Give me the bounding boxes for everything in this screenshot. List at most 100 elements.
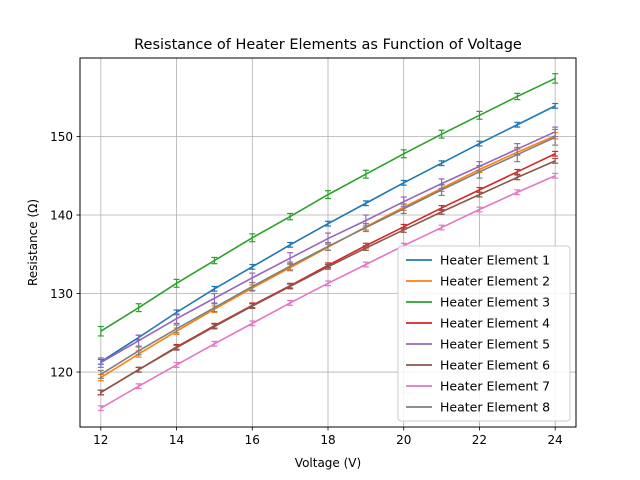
error-bar: [135, 303, 142, 313]
x-tick-label: 24: [548, 433, 563, 447]
error-bar: [438, 208, 445, 215]
error-bar: [173, 362, 180, 368]
error-bar: [514, 121, 521, 128]
x-tick-label: 16: [245, 433, 260, 447]
error-bar: [552, 128, 559, 146]
legend-label: Heater Element 8: [440, 400, 550, 415]
error-bar: [514, 92, 521, 101]
legend-label: Heater Element 3: [440, 295, 550, 310]
legend-label: Heater Element 2: [440, 274, 550, 289]
error-bar: [514, 174, 521, 181]
error-bar: [287, 241, 294, 248]
error-bar: [173, 344, 180, 351]
error-bar: [325, 241, 331, 251]
error-bar: [97, 325, 104, 337]
y-tick-label: 150: [50, 130, 73, 144]
error-bar: [552, 157, 559, 164]
legend-label: Heater Element 7: [440, 379, 550, 394]
error-bar: [173, 313, 180, 324]
error-bar: [476, 206, 483, 213]
error-bar: [97, 357, 104, 368]
series-layer: [97, 73, 559, 412]
legend: Heater Element 1 Heater Element 2 Heater E…: [397, 245, 571, 422]
error-bar: [438, 129, 445, 139]
error-bar: [211, 256, 218, 265]
error-bar: [211, 303, 218, 313]
error-bar: [552, 150, 559, 157]
error-bar: [362, 169, 369, 179]
error-bar: [400, 149, 407, 159]
error-bar: [173, 278, 180, 288]
error-bar: [325, 263, 331, 270]
error-bar: [249, 303, 256, 310]
error-bar: [249, 263, 256, 270]
error-bar: [249, 272, 256, 284]
error-bar: [362, 223, 369, 233]
error-bar: [249, 281, 256, 291]
error-bar: [438, 160, 445, 167]
error-bar: [514, 168, 521, 175]
y-tick-label: 130: [50, 287, 73, 301]
error-bar: [362, 200, 369, 207]
error-bar: [552, 102, 559, 109]
error-bar: [287, 261, 294, 271]
series-group: [97, 128, 559, 379]
x-axis-label: Voltage (V): [295, 456, 361, 470]
legend-label: Heater Element 6: [440, 358, 550, 373]
error-bar: [287, 283, 294, 290]
error-bar: [97, 405, 104, 412]
error-bar: [476, 191, 483, 198]
error-bar: [325, 220, 331, 227]
error-bar: [362, 245, 369, 251]
error-bar: [552, 172, 559, 179]
error-bar: [135, 346, 142, 356]
error-bar: [249, 320, 256, 327]
x-tick-label: 18: [320, 433, 335, 447]
error-bar: [287, 212, 294, 221]
error-bar: [514, 146, 521, 163]
error-bar: [249, 233, 256, 243]
error-bar: [325, 190, 331, 200]
error-bar: [135, 366, 142, 373]
error-bar: [97, 369, 104, 379]
error-bar: [211, 323, 218, 330]
error-bar: [211, 340, 218, 347]
legend-label: Heater Element 4: [440, 316, 550, 331]
legend-label: Heater Element 5: [440, 337, 550, 352]
error-bar: [438, 183, 445, 196]
chart-title: Resistance of Heater Elements as Functio…: [134, 37, 522, 53]
error-bar: [287, 299, 294, 306]
series-group: [97, 73, 559, 337]
error-bar: [476, 140, 483, 147]
error-bar: [400, 226, 407, 233]
series-group: [97, 172, 559, 412]
error-bar: [325, 280, 331, 287]
y-axis-label: Resistance (Ω): [26, 199, 40, 286]
x-tick-label: 12: [93, 433, 108, 447]
series-group: [97, 157, 559, 396]
x-tick-label: 14: [169, 433, 184, 447]
error-bar: [97, 389, 104, 396]
error-bar: [173, 324, 180, 334]
error-bar: [211, 285, 218, 292]
y-tick-label: 120: [50, 365, 73, 379]
error-bar: [476, 110, 483, 120]
x-tick-label: 20: [396, 433, 411, 447]
legend-label: Heater Element 1: [440, 253, 550, 268]
error-bar: [552, 73, 559, 84]
y-tick-label: 140: [50, 208, 73, 222]
axis-layer: 12 14 16 18 20 22 24 120 130 140 150: [50, 130, 563, 447]
x-tick-label: 22: [472, 433, 487, 447]
error-bar: [135, 383, 142, 390]
error-bar: [362, 261, 369, 268]
error-bar: [514, 189, 521, 196]
error-bar: [400, 179, 407, 186]
error-bar: [211, 292, 218, 304]
error-bar: [438, 224, 445, 231]
error-bar: [476, 164, 483, 179]
error-bar: [400, 203, 407, 215]
legend-box: [397, 245, 571, 422]
error-bar: [135, 334, 142, 347]
